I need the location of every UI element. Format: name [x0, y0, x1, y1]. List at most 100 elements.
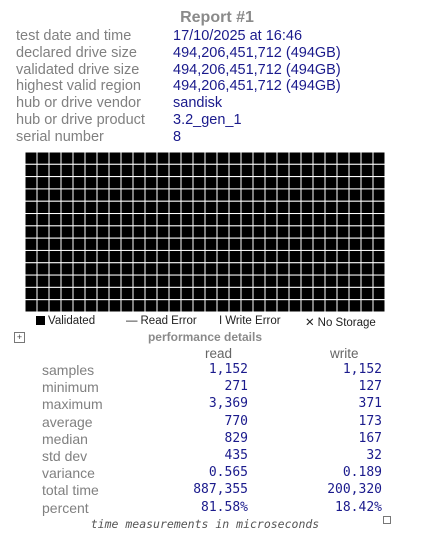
- grid-cell: [132, 249, 146, 264]
- grid-cell: [228, 176, 242, 190]
- grid-cell: [168, 163, 182, 178]
- grid-cell: [168, 262, 182, 276]
- grid-cell: [264, 225, 278, 239]
- grid-cell: [360, 262, 374, 276]
- grid-cell: [216, 213, 230, 227]
- grid-cell: [276, 286, 290, 301]
- stat-label: median: [42, 430, 88, 447]
- grid-cell: [48, 213, 62, 227]
- grid-cell: [120, 176, 134, 190]
- grid-cell: [336, 163, 350, 178]
- grid-cell: [252, 262, 266, 276]
- grid-cell: [276, 163, 290, 178]
- grid-cell: [312, 262, 326, 276]
- grid-cell: [72, 163, 86, 178]
- grid-cell: [312, 286, 326, 301]
- grid-cell: [108, 188, 122, 202]
- read-value: 81.58%: [201, 499, 248, 515]
- grid-cell: [348, 225, 362, 239]
- grid-cell: [48, 188, 62, 202]
- grid-cell: [288, 152, 302, 165]
- grid-cell: [324, 176, 338, 190]
- grid-cell: [156, 200, 170, 215]
- grid-cell: [360, 163, 374, 178]
- grid-cell: [336, 286, 350, 301]
- grid-cell: [132, 262, 146, 276]
- grid-cell: [168, 225, 182, 239]
- grid-cell: [60, 249, 74, 264]
- resize-corner-icon[interactable]: [383, 516, 391, 524]
- grid-cell: [108, 225, 122, 239]
- validated-square-icon: [36, 316, 45, 325]
- grid-cell: [372, 225, 385, 239]
- grid-cell: [180, 213, 194, 227]
- grid-cell: [60, 262, 74, 276]
- grid-cell: [312, 163, 326, 178]
- grid-cell: [144, 225, 158, 239]
- grid-cell: [192, 249, 206, 264]
- grid-cell: [264, 274, 278, 288]
- grid-cell: [192, 152, 206, 165]
- grid-cell: [204, 200, 218, 215]
- grid-cell: [312, 152, 326, 165]
- grid-cell: [108, 299, 122, 312]
- grid-cell: [264, 163, 278, 178]
- grid-cell: [108, 163, 122, 178]
- grid-cell: [204, 213, 218, 227]
- grid-cell: [288, 213, 302, 227]
- legend-label: Validated: [48, 315, 96, 327]
- grid-cell: [216, 200, 230, 215]
- grid-cell: [372, 262, 385, 276]
- grid-cell: [108, 213, 122, 227]
- performance-title: performance details: [147, 330, 263, 344]
- grid-cell: [96, 262, 110, 276]
- grid-cell: [72, 152, 86, 165]
- read-value: 271: [224, 379, 248, 395]
- grid-cell: [48, 152, 62, 165]
- grid-cell: [108, 286, 122, 301]
- grid-cell: [144, 152, 158, 165]
- info-value: sandisk: [173, 95, 223, 112]
- grid-cell: [48, 176, 62, 190]
- grid-cell: [348, 213, 362, 227]
- grid-cell: [204, 176, 218, 190]
- grid-cell: [72, 213, 86, 227]
- grid-cell: [324, 225, 338, 239]
- grid-cell: [336, 200, 350, 215]
- grid-cell: [204, 237, 218, 251]
- grid-cell: [25, 274, 38, 288]
- grid-cell: [60, 200, 74, 215]
- grid-cell: [216, 176, 230, 190]
- grid-cell: [84, 249, 98, 264]
- grid-cell: [156, 299, 170, 312]
- grid-cell: [240, 225, 254, 239]
- grid-cell: [348, 262, 362, 276]
- grid-cell: [348, 274, 362, 288]
- grid-cell: [252, 286, 266, 301]
- grid-cell: [36, 299, 50, 312]
- stat-label: maximum: [42, 396, 103, 413]
- legend-item: I Write Error: [219, 315, 281, 327]
- grid-cell: [144, 200, 158, 215]
- grid-cell: [36, 286, 50, 301]
- grid-cell: [132, 286, 146, 301]
- grid-cell: [360, 152, 374, 165]
- grid-cell: [324, 237, 338, 251]
- grid-cell: [264, 152, 278, 165]
- expand-icon[interactable]: +: [14, 332, 25, 343]
- write-value: 173: [358, 413, 382, 429]
- grid-cell: [144, 274, 158, 288]
- grid-cell: [25, 188, 38, 202]
- grid-cell: [72, 225, 86, 239]
- grid-cell: [204, 225, 218, 239]
- stat-label: average: [42, 413, 93, 430]
- grid-cell: [156, 249, 170, 264]
- grid-cell: [252, 237, 266, 251]
- grid-cell: [36, 213, 50, 227]
- grid-cell: [180, 176, 194, 190]
- write-value: 167: [358, 430, 382, 446]
- info-value: 494,206,451,712 (494GB): [173, 78, 341, 95]
- grid-cell: [312, 274, 326, 288]
- grid-cell: [84, 188, 98, 202]
- grid-cell: [72, 176, 86, 190]
